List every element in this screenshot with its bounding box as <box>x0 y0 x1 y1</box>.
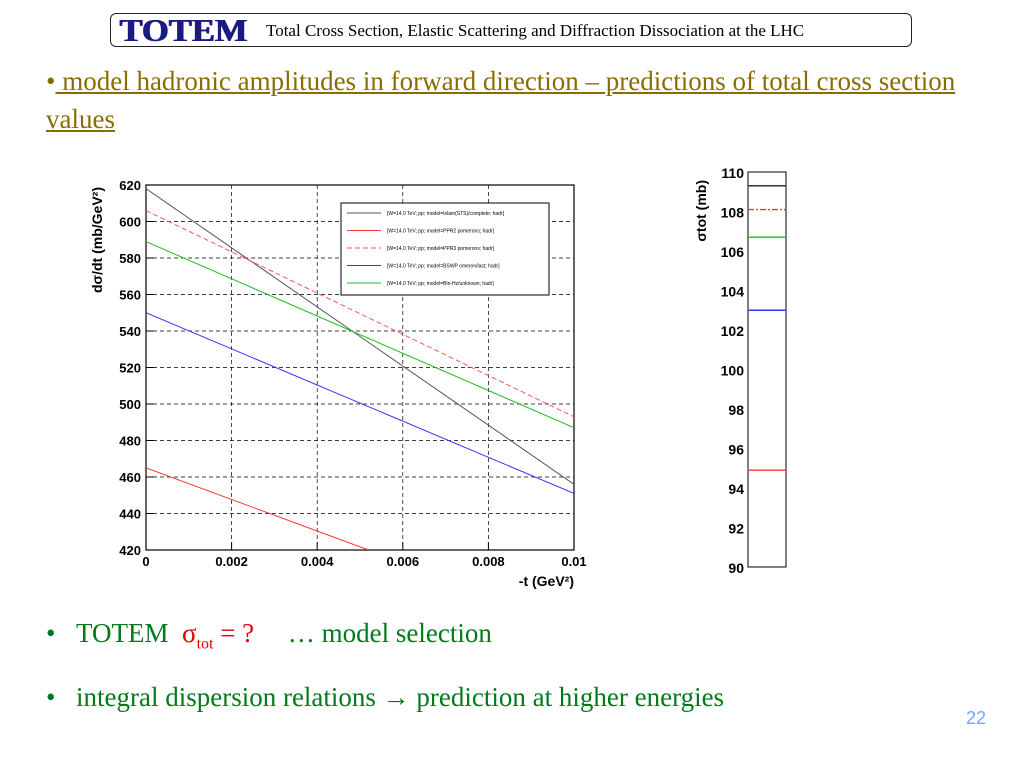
bullet-dot: • <box>46 682 56 712</box>
y-tick-label: 110 <box>721 165 744 181</box>
y-tick-label: 90 <box>728 560 744 576</box>
x-tick-label: 0 <box>142 554 149 569</box>
y-tick-label: 92 <box>728 521 744 537</box>
header-box: TOTEM Total Cross Section, Elastic Scatt… <box>110 12 912 48</box>
sigma-tot-symbol: σtot = ? <box>182 618 255 653</box>
y-tick-label: 600 <box>119 215 141 230</box>
y-tick-label: 104 <box>721 284 745 300</box>
x-tick-label: 0.002 <box>215 554 248 569</box>
legend-label: [W=14.0 TeV; pp; model=Bln-Hz/unknown; h… <box>387 281 494 287</box>
legend-label: [W=14.0 TeV; pp; model=Islam(STS)/comple… <box>387 211 505 217</box>
legend-label: [W=14.0 TeV; pp; model=PPR3 pomerons; ha… <box>387 246 495 252</box>
bullet-dispersion: • integral dispersion relations → predict… <box>46 682 724 713</box>
dsigma-dt-chart: 420 440 460 480 500 520 540 560 580 600 620 0 0.002 0… <box>89 178 587 589</box>
totem-label: TOTEM <box>76 618 169 648</box>
y-tick-label: 500 <box>119 397 141 412</box>
page-number: 22 <box>965 708 986 728</box>
y-tick-label: 108 <box>721 205 745 221</box>
legend-label: [W=14.0 TeV; pp; model=BSWP omeron/last;… <box>387 264 500 270</box>
bullet-totem: • TOTEM σtot = ? … model selection <box>46 618 492 653</box>
y-tick-label: 96 <box>728 442 744 458</box>
y-tick-label: 440 <box>119 507 141 522</box>
header-title: Total Cross Section, Elastic Scattering … <box>266 21 805 40</box>
y-tick-label: 540 <box>119 324 141 339</box>
legend-box <box>340 202 550 296</box>
dispersion-text: integral dispersion relations → predicti… <box>76 682 725 712</box>
series-line <box>146 241 574 429</box>
main-bullet: • model hadronic amplitudes in forward d… <box>46 62 966 138</box>
y-tick-label: 460 <box>119 470 141 485</box>
y-tick-label: 98 <box>728 402 744 418</box>
bullet-dot: • <box>46 66 56 96</box>
y-tick-label: 102 <box>721 323 745 339</box>
x-tick-label: 0.004 <box>301 554 334 569</box>
sigma-tot-chart: 90 92 94 96 98 100 102 104 106 108 110 σtot (mb) <box>693 165 787 576</box>
model-selection-text: … model selection <box>287 618 492 648</box>
y-tick-label: 620 <box>119 178 141 193</box>
y-tick-label: 520 <box>119 361 141 376</box>
x-tick-label: 0.01 <box>561 554 586 569</box>
y-tick-label: 94 <box>728 481 744 497</box>
y-tick-label: 580 <box>119 251 141 266</box>
series-group <box>146 188 574 550</box>
scale-frame <box>747 171 787 568</box>
series-line <box>146 188 574 485</box>
main-bullet-text: model hadronic amplitudes in forward dir… <box>46 66 956 134</box>
series-line <box>146 312 574 494</box>
bullet-dot: • <box>46 618 56 648</box>
legend-label: [W=14.0 TeV; pp; model=PPR2 pomerons; ha… <box>387 229 495 235</box>
y-tick-label: 560 <box>119 288 141 303</box>
x-tick-label: 0.006 <box>387 554 420 569</box>
y-axis-label: σtot (mb) <box>693 180 709 242</box>
totem-logo: TOTEM <box>119 12 248 48</box>
x-axis-label: -t (GeV²) <box>519 573 574 589</box>
y-axis-label: dσ/dt (mb/GeV²) <box>89 187 105 293</box>
series-line <box>146 467 369 550</box>
y-tick-label: 480 <box>119 434 141 449</box>
y-tick-label: 420 <box>119 543 141 558</box>
series-line <box>146 210 574 418</box>
y-tick-label: 100 <box>721 363 745 379</box>
x-tick-label: 0.008 <box>472 554 505 569</box>
y-tick-label: 106 <box>721 244 745 260</box>
